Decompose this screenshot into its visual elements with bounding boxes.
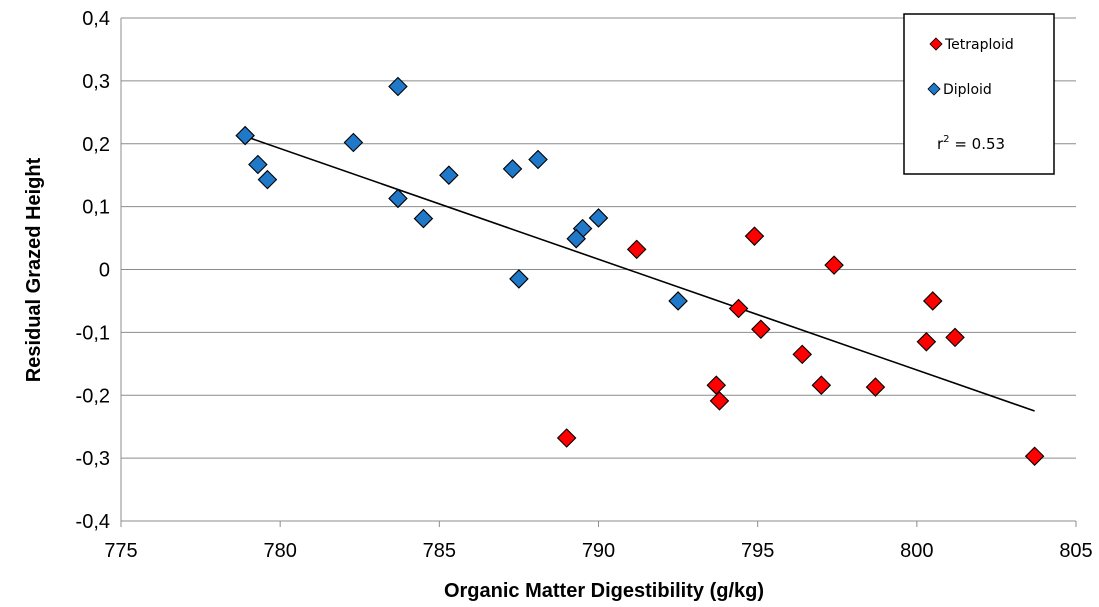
diploid-point: [668, 291, 688, 311]
tetraploid-point: [916, 332, 937, 352]
y-tick-label: 0,1: [82, 197, 110, 219]
axes: [120, 18, 1077, 527]
tetraploid-point: [728, 298, 749, 319]
x-tick-label: 785: [423, 540, 456, 562]
data-points: [235, 76, 1045, 467]
y-tick-label: 0,4: [82, 8, 110, 30]
y-tick-label: 0: [99, 260, 110, 282]
tetraploid-point: [792, 344, 813, 365]
legend-label-diploid: Diploid: [943, 82, 992, 98]
legend: Tetraploid Diploid r2 = 0.53: [903, 13, 1055, 175]
tetraploid-point: [751, 319, 771, 340]
y-tick-label: 0,3: [82, 71, 110, 93]
tetraploid-point: [865, 377, 886, 397]
tetraploid-point: [626, 239, 647, 260]
legend-marker-tetraploid: [929, 37, 943, 51]
diploid-point: [566, 228, 586, 249]
gridlines: [121, 17, 1076, 522]
x-tick-label: 780: [263, 540, 296, 562]
x-tick-label: 795: [741, 540, 774, 562]
tetraploid-point: [1024, 446, 1045, 467]
diploid-point: [388, 76, 408, 97]
diploid-point: [439, 165, 459, 185]
x-tick-label: 805: [1059, 540, 1092, 562]
legend-marker-diploid: [927, 82, 941, 96]
y-tick-label: 0,2: [82, 134, 110, 156]
x-tick-labels: 775 780 785 790 795 800 805: [104, 540, 1092, 562]
y-tick-label: -0,2: [76, 385, 110, 407]
x-tick-label: 775: [104, 540, 137, 562]
diploid-point: [388, 188, 408, 209]
y-tick-label: -0,1: [76, 322, 110, 344]
x-axis-title: Organic Matter Digestibility (g/kg): [444, 580, 764, 602]
diploid-point: [248, 154, 268, 175]
tetraploid-point: [945, 327, 965, 348]
legend-label-tetraploid: Tetraploid: [944, 37, 1014, 53]
tetraploid-point: [706, 375, 727, 395]
tetraploid-point: [556, 428, 577, 448]
diploid-point: [502, 159, 523, 179]
tetraploid-point: [824, 255, 844, 275]
diploid-point: [509, 269, 529, 289]
diploid-point: [235, 125, 255, 146]
tetraploid-point: [709, 391, 730, 411]
y-tick-labels: -0,4 -0,3 -0,2 -0,1 0 0,1 0,2 0,3 0,4: [76, 8, 110, 533]
diploid-point: [413, 208, 434, 229]
diploid-point: [257, 169, 278, 190]
diploid-point: [528, 149, 548, 170]
x-tick-label: 800: [900, 540, 933, 562]
legend-box: [903, 13, 1055, 175]
tetraploid-point: [744, 226, 765, 246]
diploid-point: [588, 208, 609, 228]
tetraploid-point: [811, 375, 832, 395]
tetraploid-point: [922, 291, 943, 311]
diploid-point: [343, 132, 364, 153]
trendline: [248, 136, 1035, 412]
y-tick-label: -0,3: [76, 448, 110, 470]
r-squared-annotation: r2 = 0.53: [937, 134, 1005, 153]
y-tick-label: -0,4: [76, 511, 110, 533]
x-tick-label: 790: [582, 540, 615, 562]
y-axis-title: Residual Grazed Height: [23, 157, 45, 382]
